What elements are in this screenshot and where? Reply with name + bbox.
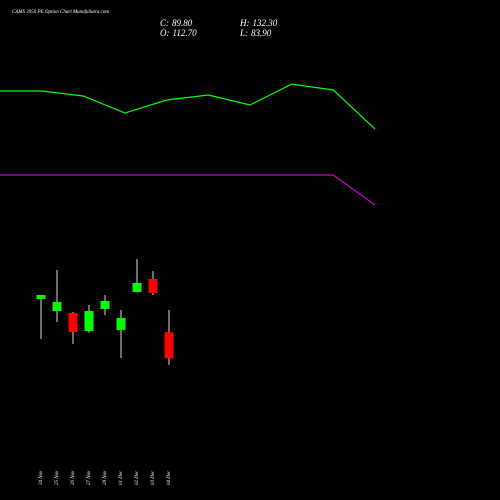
ohlc-value: 132.30 [253, 18, 278, 28]
ohlc-value: 112.70 [173, 28, 198, 38]
candle-body [68, 312, 78, 333]
x-tick-label: 02 Dec [135, 470, 140, 485]
ohlc-label: L: [239, 28, 248, 38]
candle-body [148, 278, 158, 293]
candle-body [52, 302, 62, 311]
ohlc-summary: L: 83.90 [239, 28, 272, 38]
x-tick-label: 04 Dec [167, 470, 172, 485]
x-tick-label: 01 Dec [119, 470, 124, 485]
chart-title: CAMS 3950 PE Option Chart MunafaSutra.co… [12, 10, 109, 15]
ohlc-label: O: [160, 28, 170, 38]
candle-body [164, 332, 174, 359]
ohlc-summary: H: 132.30 [239, 18, 278, 28]
candle-body [116, 317, 126, 330]
x-tick-label: 03 Dec [151, 470, 156, 485]
ohlc-label: H: [239, 18, 250, 28]
x-tick-label: 27 Nov [87, 470, 92, 485]
x-tick-label: 26 Nov [71, 470, 76, 485]
ohlc-value: 89.80 [172, 18, 193, 28]
indicator-line [0, 174, 376, 206]
candle-body [132, 282, 142, 293]
x-tick-label: 24 Nov [39, 470, 44, 485]
ohlc-summary: C: 89.80 [160, 18, 193, 28]
x-tick-label: 28 Nov [103, 470, 108, 485]
ohlc-label: C: [160, 18, 169, 28]
x-tick-label: 25 Nov [55, 470, 60, 485]
ohlc-value: 83.90 [251, 28, 272, 38]
candle-body [84, 310, 94, 331]
candle-body [100, 300, 110, 309]
candle-body [36, 294, 46, 299]
ohlc-summary: O: 112.70 [160, 28, 197, 38]
indicator-line [0, 83, 376, 130]
